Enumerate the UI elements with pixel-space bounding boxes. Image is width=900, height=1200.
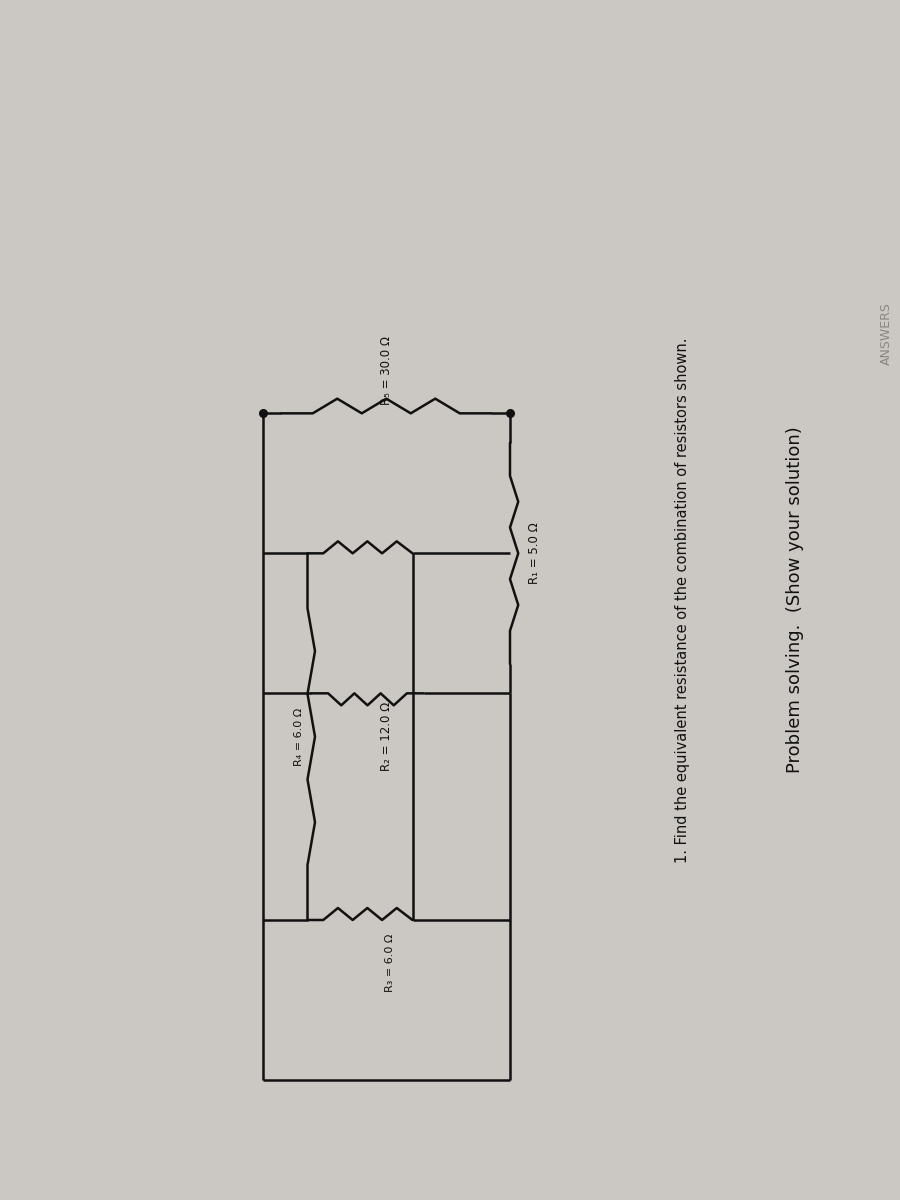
Text: ANSWERS: ANSWERS xyxy=(880,302,893,365)
Text: 1. Find the equivalent resistance of the combination of resistors shown.: 1. Find the equivalent resistance of the… xyxy=(675,337,690,863)
Text: R₅ = 30.0 Ω: R₅ = 30.0 Ω xyxy=(380,336,392,406)
Text: R₂ = 12.0 Ω: R₂ = 12.0 Ω xyxy=(380,701,392,770)
Text: R₃ = 6.0 Ω: R₃ = 6.0 Ω xyxy=(385,934,395,992)
Text: Problem solving.  (Show your solution): Problem solving. (Show your solution) xyxy=(786,427,804,773)
Text: R₄ = 6.0 Ω: R₄ = 6.0 Ω xyxy=(293,708,304,766)
Text: R₁ = 5.0 Ω: R₁ = 5.0 Ω xyxy=(527,522,541,584)
